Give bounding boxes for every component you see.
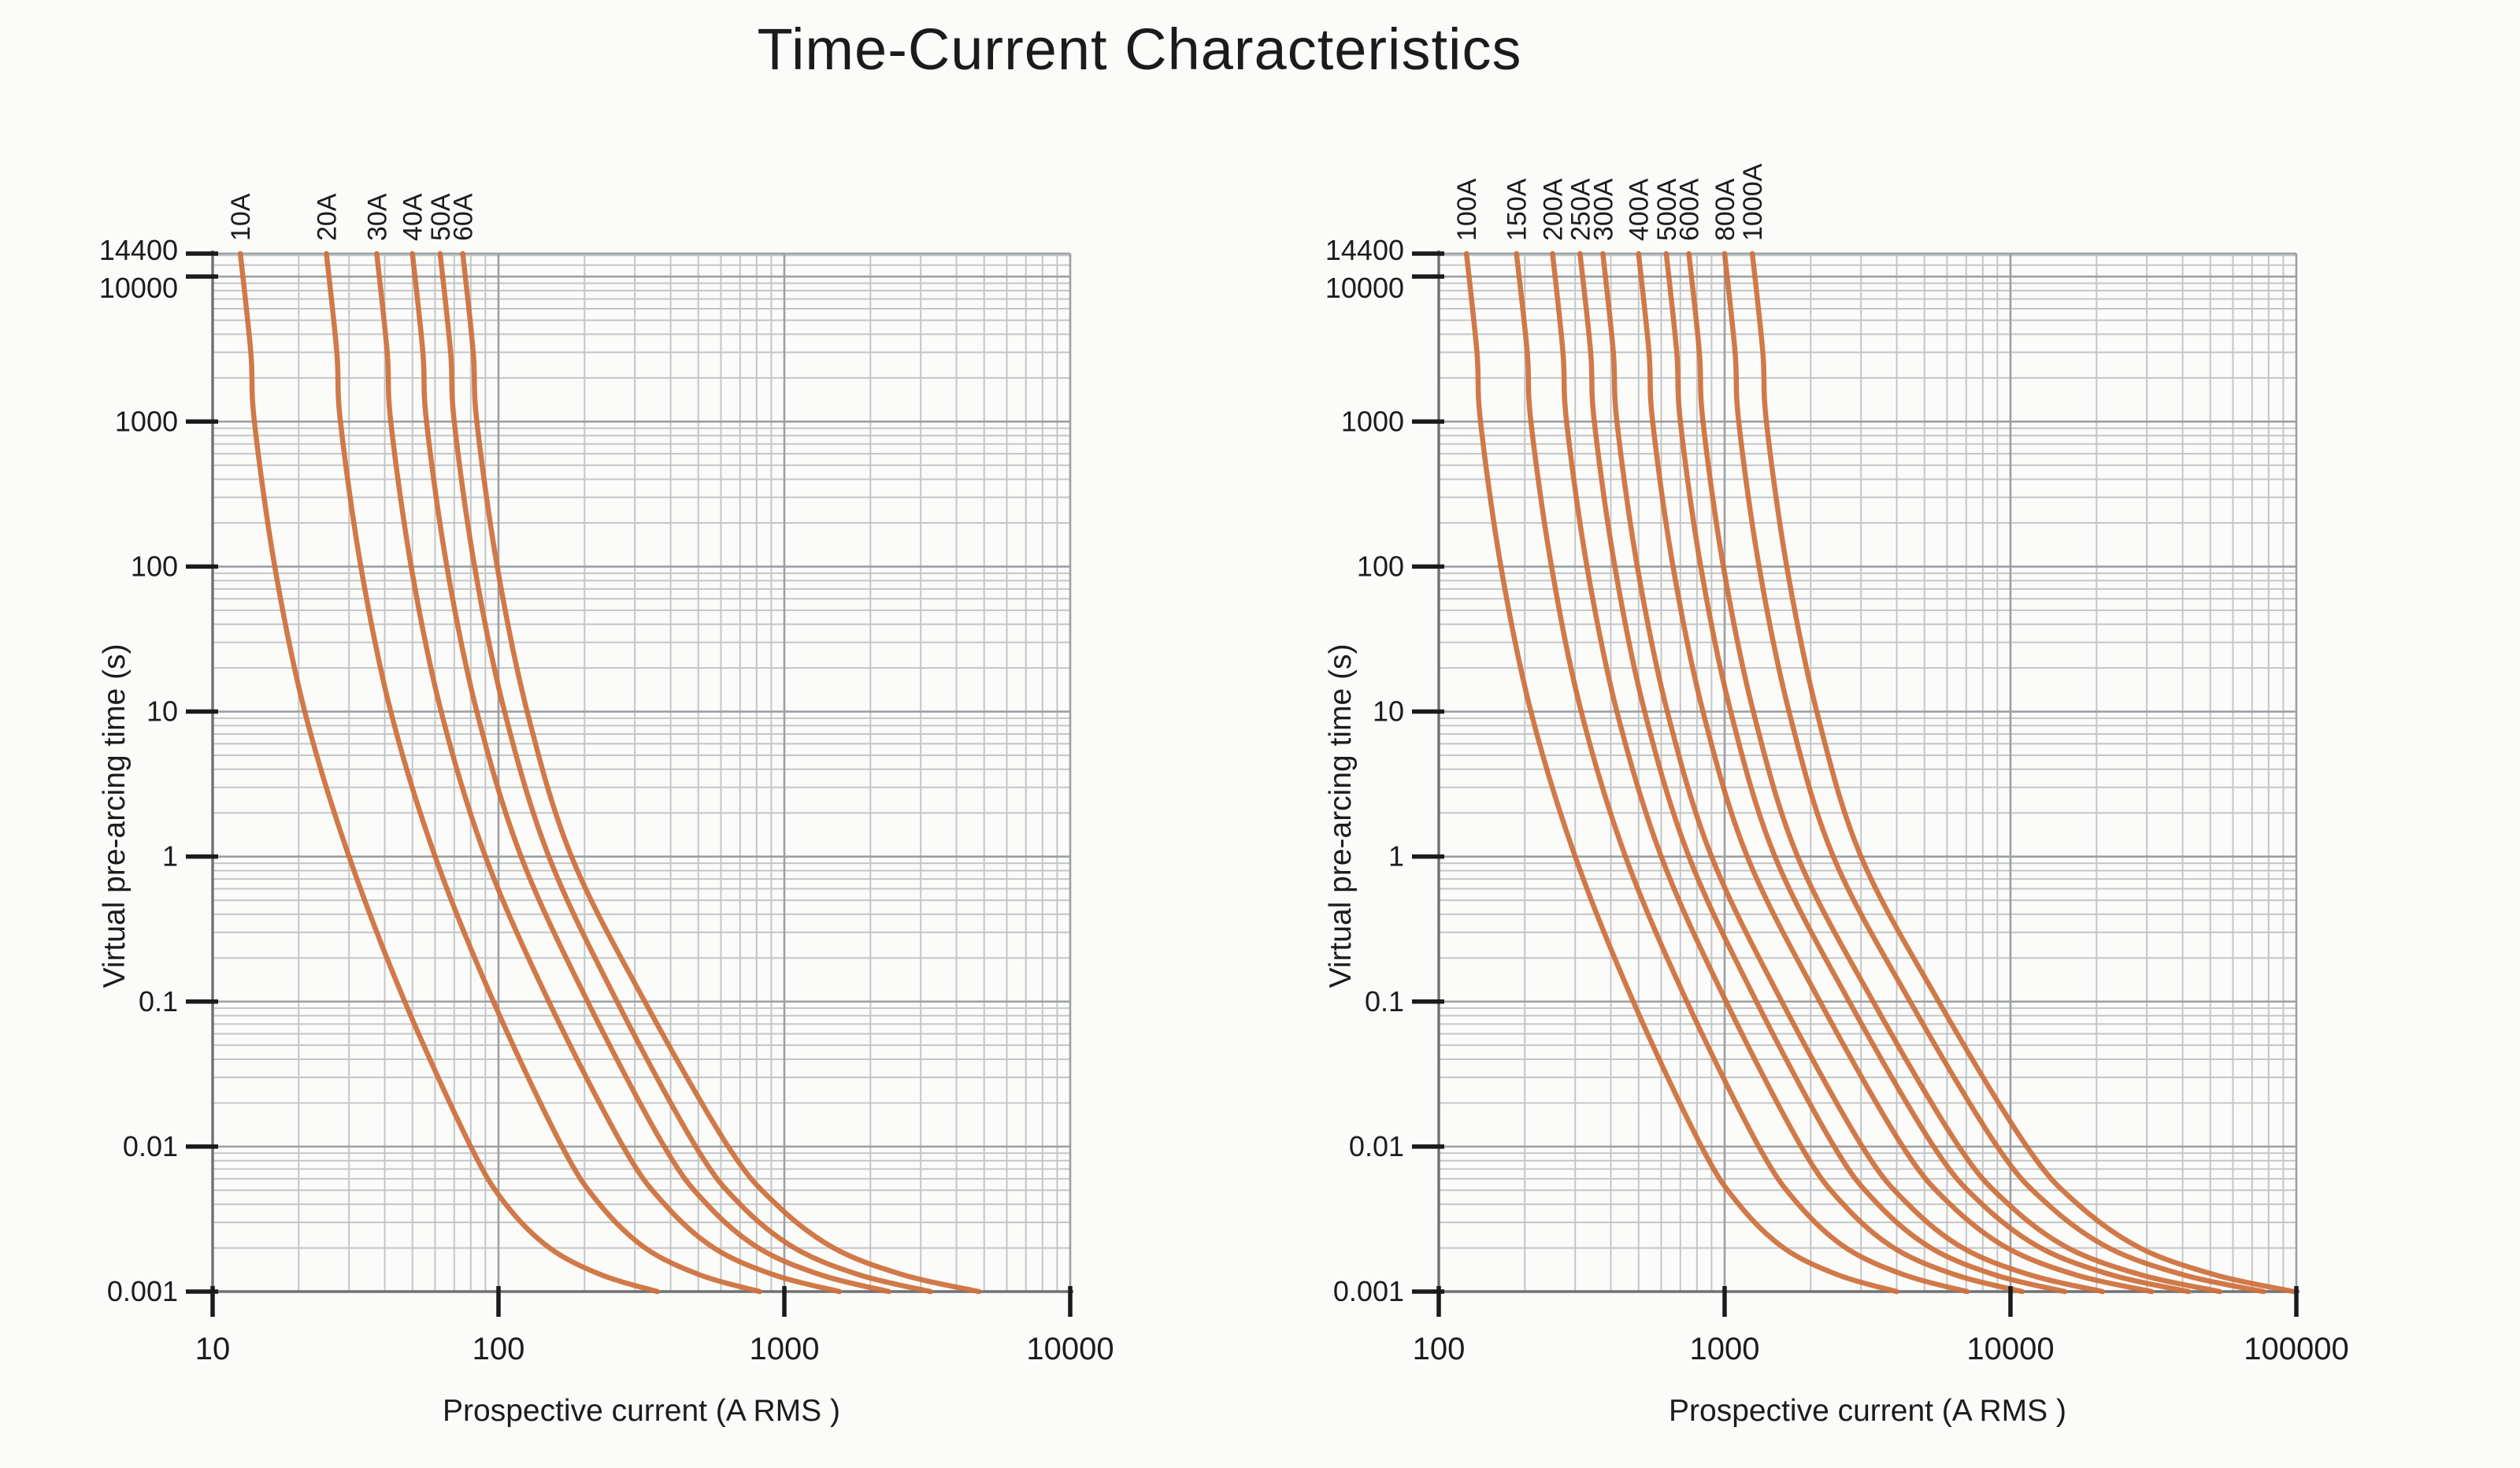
curve-label-100A: 100A bbox=[1452, 178, 1482, 241]
x-axis-title: Prospective current (A RMS ) bbox=[443, 1394, 840, 1428]
y-tick-label: 14400 bbox=[99, 234, 178, 266]
axis-labels: 14400 10000 1000 100 10 1 0.1 0.01 0.001 10 100 100… bbox=[98, 193, 1114, 1428]
y-tick-label: 10000 bbox=[99, 272, 178, 304]
x-tick-label: 1000 bbox=[1690, 1332, 1760, 1366]
curve-50A bbox=[437, 250, 934, 1295]
curves bbox=[1463, 250, 2297, 1295]
curve-label-500A: 500A bbox=[1652, 178, 1682, 241]
y-tick-label: 0.001 bbox=[1333, 1275, 1404, 1307]
y-tick-label: 14400 bbox=[1325, 234, 1404, 266]
x-tick-label: 1000 bbox=[750, 1332, 820, 1366]
y-tick-label: 1 bbox=[162, 840, 178, 873]
curve-label-200A: 200A bbox=[1538, 178, 1568, 241]
curve-label-40A: 40A bbox=[398, 193, 428, 241]
axis-labels: 14400 10000 1000 100 10 1 0.1 0.01 0.001 100 1000 1… bbox=[1324, 163, 2349, 1428]
chart-large-ratings: 14400 10000 1000 100 10 1 0.1 0.01 0.001 100 1000 1… bbox=[1226, 118, 2431, 1468]
y-tick-label: 10000 bbox=[1325, 272, 1404, 304]
tick-marks bbox=[1412, 251, 2299, 1317]
grid-minor bbox=[1439, 254, 2296, 1292]
curve-30A bbox=[374, 250, 843, 1295]
grid-minor bbox=[213, 254, 1070, 1292]
curve-500A bbox=[1663, 250, 2192, 1295]
y-tick-label: 0.1 bbox=[139, 985, 178, 1018]
x-tick-label: 100000 bbox=[2244, 1332, 2348, 1366]
chart-small-ratings: 14400 10000 1000 100 10 1 0.1 0.01 0.001 10 100 100… bbox=[0, 118, 1205, 1468]
y-tick-label: 0.001 bbox=[107, 1275, 178, 1307]
curve-label-30A: 30A bbox=[362, 193, 392, 241]
curve-400A bbox=[1636, 250, 2155, 1295]
curve-100A bbox=[1463, 250, 1899, 1295]
curve-300A bbox=[1600, 250, 2106, 1295]
curve-800A bbox=[1721, 250, 2266, 1295]
chart-large-ratings-svg: 14400 10000 1000 100 10 1 0.1 0.01 0.001 100 1000 1… bbox=[1324, 163, 2349, 1428]
y-tick-label: 100 bbox=[1357, 550, 1404, 582]
curve-label-60A: 60A bbox=[449, 193, 479, 241]
curve-label-400A: 400A bbox=[1625, 178, 1655, 241]
y-axis-title: Virtual pre-arcing time (s) bbox=[1324, 643, 1358, 988]
page-title: Time-Current Characteristics bbox=[757, 17, 1522, 82]
curve-label-300A: 300A bbox=[1588, 178, 1618, 241]
y-tick-label: 10 bbox=[1373, 695, 1404, 728]
x-tick-label: 100 bbox=[472, 1332, 525, 1366]
curve-40A bbox=[410, 250, 891, 1295]
axes-spines bbox=[1437, 250, 2300, 1293]
y-tick-label: 0.01 bbox=[1349, 1130, 1404, 1162]
x-tick-label: 10000 bbox=[1966, 1332, 2054, 1366]
curves bbox=[237, 250, 982, 1295]
curve-1000A bbox=[1749, 250, 2297, 1295]
curve-label-10A: 10A bbox=[226, 193, 256, 241]
x-tick-label: 10000 bbox=[1026, 1332, 1114, 1366]
y-tick-label: 1 bbox=[1388, 840, 1404, 873]
x-tick-label: 10 bbox=[195, 1332, 231, 1366]
curve-250A bbox=[1577, 250, 2068, 1295]
curve-label-250A: 250A bbox=[1566, 178, 1595, 241]
y-tick-label: 10 bbox=[146, 695, 178, 728]
curve-label-150A: 150A bbox=[1503, 178, 1532, 241]
curve-60A bbox=[460, 250, 982, 1295]
curve-label-50A: 50A bbox=[426, 193, 456, 241]
curve-10A bbox=[237, 250, 661, 1295]
curve-label-600A: 600A bbox=[1675, 178, 1705, 241]
y-tick-label: 0.01 bbox=[123, 1130, 178, 1162]
chart-small-ratings-svg: 14400 10000 1000 100 10 1 0.1 0.01 0.001 10 100 100… bbox=[98, 193, 1114, 1428]
x-axis-title: Prospective current (A RMS ) bbox=[1669, 1394, 2066, 1428]
curve-150A bbox=[1514, 250, 1970, 1295]
curve-label-800A: 800A bbox=[1710, 178, 1740, 241]
y-tick-label: 1000 bbox=[1341, 405, 1404, 437]
curve-20A bbox=[324, 250, 762, 1295]
x-tick-label: 100 bbox=[1413, 1332, 1466, 1366]
y-tick-label: 1000 bbox=[115, 405, 178, 437]
charts-row: 14400 10000 1000 100 10 1 0.1 0.01 0.001 10 100 100… bbox=[0, 118, 2520, 1468]
curve-label-20A: 20A bbox=[312, 193, 342, 241]
y-tick-label: 100 bbox=[131, 550, 178, 582]
curve-600A bbox=[1686, 250, 2223, 1295]
curve-200A bbox=[1550, 250, 2025, 1295]
y-axis-title: Virtual pre-arcing time (s) bbox=[98, 643, 132, 988]
curve-label-1000A: 1000A bbox=[1738, 163, 1768, 241]
tick-marks bbox=[186, 251, 1073, 1317]
grid-major bbox=[211, 252, 1072, 1293]
y-tick-label: 0.1 bbox=[1365, 985, 1404, 1018]
